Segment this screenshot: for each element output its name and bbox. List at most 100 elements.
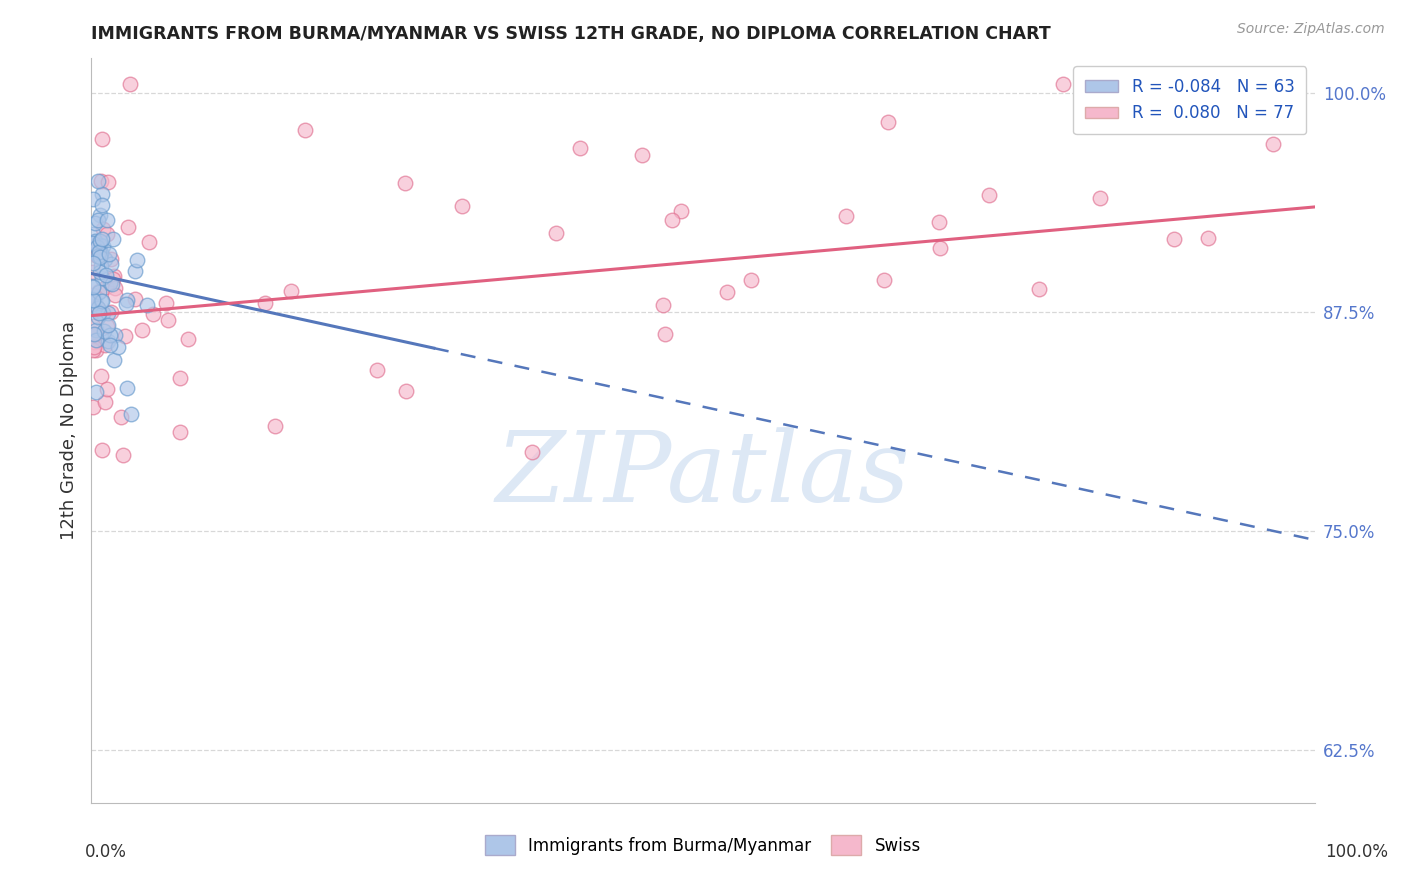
Point: [114, 329, 136, 343]
Point: [87, 310, 110, 325]
Point: [90, 369, 112, 384]
Point: [138, 235, 160, 250]
Point: [91, 232, 114, 246]
Point: [264, 419, 287, 434]
Point: [82, 292, 104, 306]
Point: [716, 285, 738, 299]
Point: [110, 410, 132, 425]
Point: [98, 328, 121, 343]
Point: [87, 238, 110, 252]
Legend: R = -0.084   N = 63, R =  0.080   N = 77: R = -0.084 N = 63, R = 0.080 N = 77: [1073, 66, 1306, 134]
Text: Source: ZipAtlas.com: Source: ZipAtlas.com: [1237, 22, 1385, 37]
Point: [90, 293, 112, 308]
Text: ZIPatlas: ZIPatlas: [496, 427, 910, 523]
Point: [103, 272, 125, 286]
Point: [84, 238, 107, 252]
Point: [103, 268, 125, 283]
Point: [91, 294, 114, 309]
Point: [94, 252, 117, 266]
Point: [87, 284, 110, 298]
Point: [104, 288, 127, 302]
Point: [568, 141, 591, 155]
Point: [366, 363, 388, 377]
Point: [131, 323, 153, 337]
Point: [91, 306, 114, 320]
Point: [652, 298, 675, 312]
Point: [90, 246, 112, 260]
Point: [1197, 231, 1219, 245]
Point: [253, 296, 276, 310]
Point: [82, 343, 104, 357]
Point: [395, 384, 418, 398]
Point: [82, 293, 104, 307]
Point: [124, 293, 146, 307]
Point: [928, 241, 950, 255]
Point: [82, 256, 104, 270]
Point: [100, 277, 122, 291]
Point: [96, 213, 118, 227]
Point: [93, 324, 115, 338]
Point: [82, 400, 104, 414]
Point: [169, 371, 191, 385]
Point: [97, 175, 120, 189]
Point: [873, 273, 896, 287]
Point: [84, 216, 107, 230]
Point: [82, 265, 104, 279]
Point: [835, 209, 858, 223]
Point: [630, 148, 652, 162]
Point: [82, 288, 104, 302]
Point: [115, 297, 138, 311]
Point: [89, 305, 111, 319]
Point: [83, 326, 105, 341]
Point: [89, 208, 111, 222]
Point: [94, 337, 117, 351]
Point: [450, 199, 472, 213]
Text: IMMIGRANTS FROM BURMA/MYANMAR VS SWISS 12TH GRADE, NO DIPLOMA CORRELATION CHART: IMMIGRANTS FROM BURMA/MYANMAR VS SWISS 1…: [91, 25, 1052, 43]
Point: [100, 252, 122, 267]
Point: [96, 268, 118, 282]
Point: [96, 319, 118, 334]
Point: [91, 198, 114, 212]
Point: [84, 328, 107, 343]
Point: [86, 249, 108, 263]
Point: [87, 301, 110, 315]
Point: [156, 313, 179, 327]
Point: [89, 235, 111, 249]
Legend: Immigrants from Burma/Myanmar, Swiss: Immigrants from Burma/Myanmar, Swiss: [478, 829, 928, 862]
Point: [98, 276, 121, 290]
Point: [91, 221, 114, 235]
Point: [120, 77, 142, 91]
Point: [977, 188, 1000, 202]
Point: [87, 249, 110, 263]
Point: [90, 174, 112, 188]
Point: [394, 176, 416, 190]
Point: [1028, 281, 1050, 295]
Point: [83, 340, 105, 354]
Point: [94, 395, 117, 409]
Point: [97, 334, 120, 348]
Point: [97, 318, 120, 333]
Point: [86, 333, 108, 347]
Point: [669, 203, 692, 218]
Point: [136, 298, 159, 312]
Point: [654, 326, 676, 341]
Point: [740, 273, 762, 287]
Point: [89, 265, 111, 279]
Point: [87, 174, 110, 188]
Point: [294, 123, 316, 137]
Text: 0.0%: 0.0%: [84, 843, 127, 861]
Point: [84, 234, 107, 248]
Point: [94, 280, 117, 294]
Point: [124, 263, 146, 277]
Point: [1263, 136, 1285, 151]
Point: [120, 407, 142, 421]
Point: [125, 252, 148, 267]
Point: [86, 301, 108, 315]
Point: [84, 343, 107, 358]
Point: [280, 284, 302, 298]
Point: [82, 280, 104, 294]
Point: [117, 220, 139, 235]
Point: [177, 332, 200, 346]
Point: [546, 226, 568, 240]
Point: [84, 385, 107, 400]
